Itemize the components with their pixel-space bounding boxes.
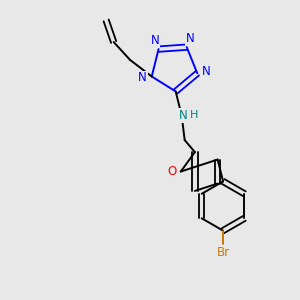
Text: Br: Br xyxy=(217,246,230,259)
Text: N: N xyxy=(186,32,195,45)
Text: O: O xyxy=(168,165,177,178)
Text: N: N xyxy=(179,109,188,122)
Text: N: N xyxy=(202,65,211,78)
Text: H: H xyxy=(190,110,198,119)
Text: N: N xyxy=(138,71,147,85)
Text: N: N xyxy=(151,34,159,47)
